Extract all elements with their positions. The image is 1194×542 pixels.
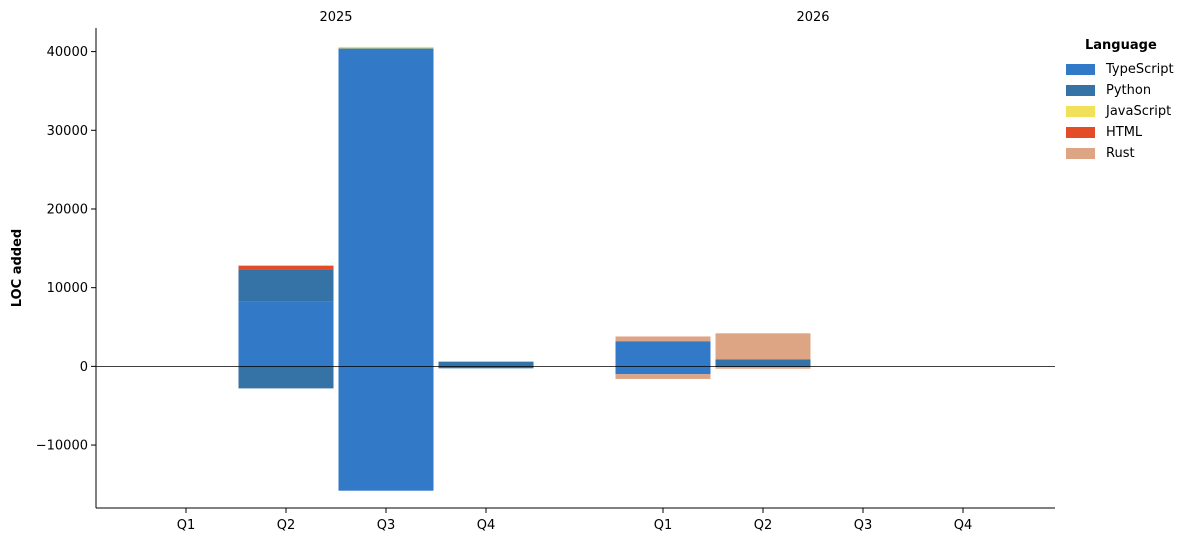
y-tick-label: 0: [80, 360, 88, 375]
bar-segment: [238, 265, 334, 270]
bar-segment: [238, 269, 334, 302]
legend-items: TypeScript Python JavaScript HTML Rust: [1066, 59, 1174, 164]
legend-swatch: [1066, 64, 1095, 75]
legend-swatch: [1066, 127, 1095, 138]
legend: Language TypeScript Python JavaScript HTML R…: [1066, 38, 1174, 164]
bar-segment: [338, 46, 434, 49]
x-ticks: Q1 Q2 Q3 Q4 Q1 Q2 Q3 Q4: [177, 508, 973, 533]
x-tick-label: Q2: [277, 518, 296, 533]
legend-item: JavaScript: [1066, 101, 1174, 122]
y-tick-label: 30000: [47, 124, 88, 139]
x-tick-label: Q4: [477, 518, 496, 533]
x-tick-label: Q3: [377, 518, 396, 533]
x-tick-label: Q3: [854, 518, 873, 533]
legend-title: Language: [1085, 38, 1157, 53]
legend-label: Python: [1106, 83, 1152, 98]
y-tick-label: 20000: [47, 202, 88, 217]
legend-label: HTML: [1106, 125, 1143, 140]
bar-segment: [238, 301, 334, 367]
bar-segment: [615, 336, 711, 342]
x-tick-label: Q4: [954, 518, 973, 533]
legend-item: Python: [1066, 80, 1174, 101]
legend-item: HTML: [1066, 122, 1174, 143]
x-tick-label: Q2: [754, 518, 773, 533]
bar-segment: [338, 366, 434, 491]
group-label: 2025: [319, 10, 352, 25]
legend-label: Rust: [1106, 146, 1135, 161]
group-label: 2026: [796, 10, 829, 25]
y-tick-label: 10000: [47, 281, 88, 296]
bars-layer: [138, 46, 811, 491]
legend-swatch: [1066, 106, 1095, 117]
bar-segment: [715, 359, 811, 367]
legend-item: Rust: [1066, 143, 1174, 164]
y-tick-label: −10000: [36, 439, 88, 454]
y-tick-label: 40000: [47, 45, 88, 60]
legend-item: TypeScript: [1066, 59, 1174, 80]
bar-segment: [438, 366, 534, 369]
bar-segment: [615, 341, 711, 367]
bar-segment: [715, 367, 811, 369]
y-axis-label: LOC added: [10, 229, 25, 307]
x-tick-label: Q1: [654, 518, 673, 533]
legend-label: TypeScript: [1106, 62, 1174, 77]
bar-segment: [615, 374, 711, 379]
y-ticks: −10000 0 10000 20000 30000 40000: [36, 45, 96, 454]
bar-segment: [238, 366, 334, 389]
bar-segment: [338, 48, 434, 367]
legend-swatch: [1066, 85, 1095, 96]
bar-segment: [715, 333, 811, 360]
x-tick-label: Q1: [177, 518, 196, 533]
legend-label: JavaScript: [1106, 104, 1172, 119]
bar-segment: [615, 366, 711, 375]
legend-swatch: [1066, 148, 1095, 159]
group-labels: 2025 2026: [319, 10, 829, 25]
bar-segment: [438, 361, 534, 367]
